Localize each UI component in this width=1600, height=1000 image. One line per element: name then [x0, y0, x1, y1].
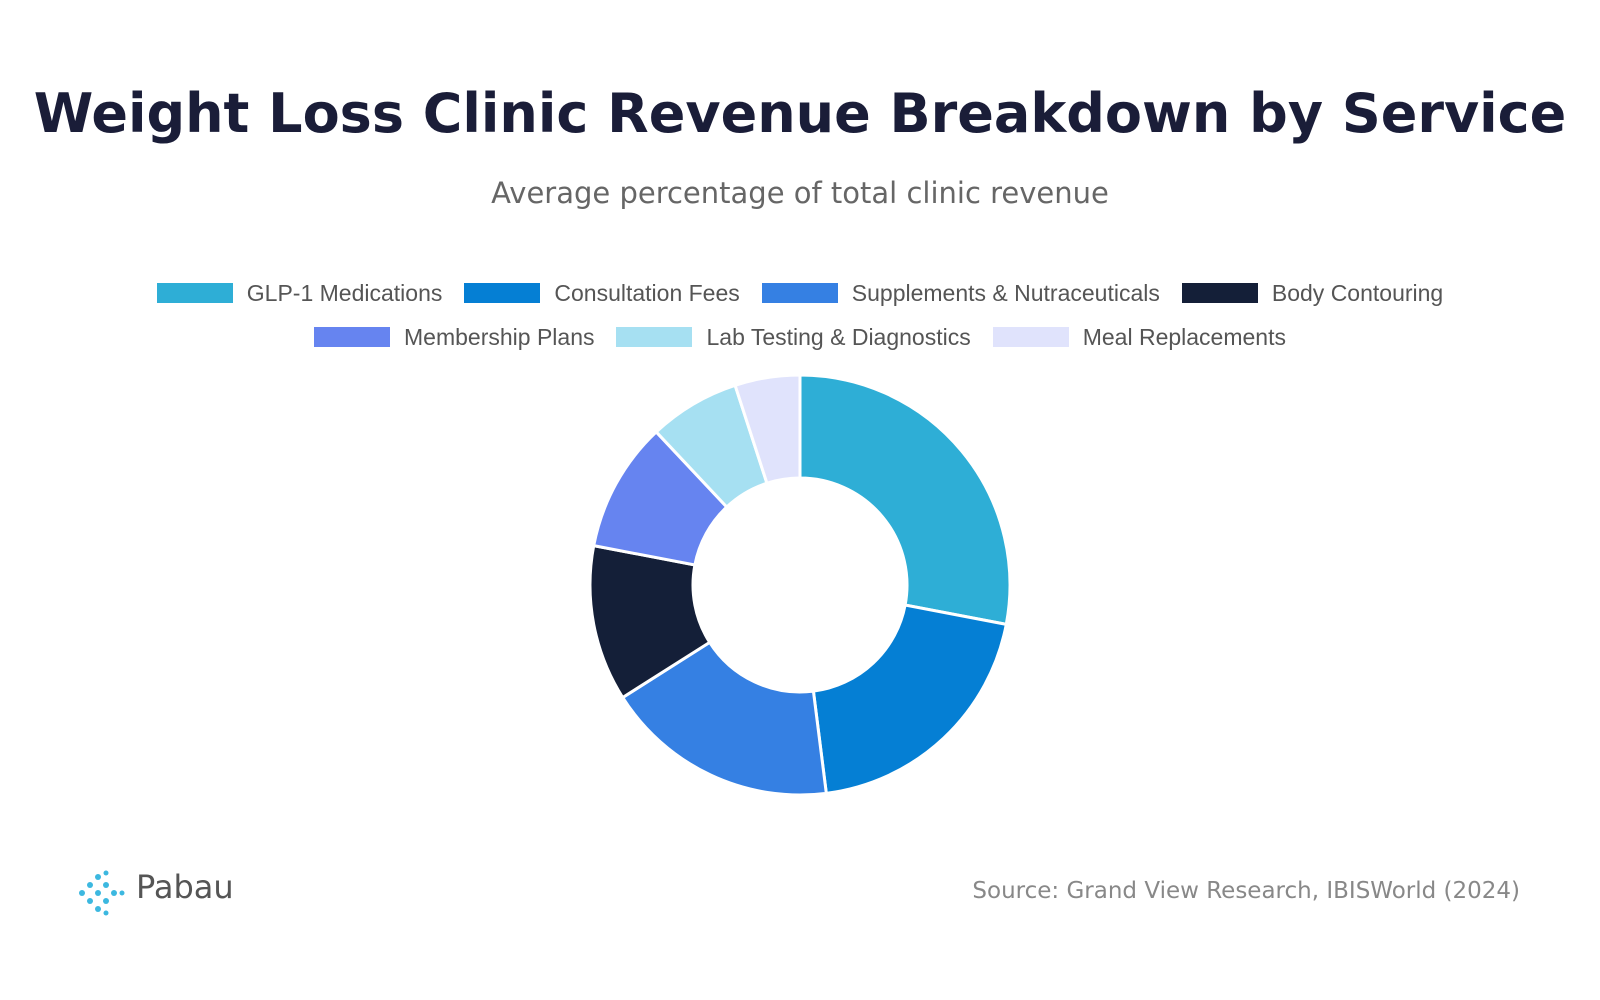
legend-label: Meal Replacements	[1082, 323, 1286, 350]
source-note: Source: Grand View Research, IBISWorld (…	[972, 878, 1520, 904]
legend-swatch	[992, 327, 1069, 347]
donut-slice	[811, 603, 1009, 796]
legend-label: Supplements & Nutraceuticals	[851, 279, 1160, 306]
donut-slice	[798, 373, 1012, 627]
legend-label: Lab Testing & Diagnostics	[706, 323, 971, 350]
chart-title: Weight Loss Clinic Revenue Breakdown by …	[33, 82, 1567, 145]
legend-item: GLP-1 Medications	[156, 278, 443, 308]
donut-slice	[733, 373, 802, 486]
legend-label: GLP-1 Medications	[246, 279, 443, 306]
donut-slice	[620, 640, 828, 797]
legend-item: Consultation Fees	[464, 278, 740, 308]
legend-swatch	[616, 327, 693, 347]
chart-subtitle: Average percentage of total clinic reven…	[491, 176, 1109, 210]
legend-swatch	[1181, 283, 1258, 303]
legend-item: Supplements & Nutraceuticals	[761, 278, 1160, 308]
legend: GLP-1 Medications Consultation Fees Supple…	[120, 278, 1480, 352]
legend-item: Membership Plans	[314, 322, 594, 352]
legend-item: Body Contouring	[1181, 278, 1444, 308]
legend-swatch	[156, 283, 233, 303]
legend-item: Lab Testing & Diagnostics	[616, 322, 971, 352]
legend-item: Meal Replacements	[992, 322, 1286, 352]
brand-name: Pabau	[136, 868, 234, 906]
legend-swatch	[464, 283, 541, 303]
chart	[588, 373, 1012, 797]
legend-swatch	[314, 327, 391, 347]
brand-logo	[79, 870, 125, 916]
legend-label: Membership Plans	[404, 323, 595, 350]
legend-label: Body Contouring	[1271, 279, 1444, 306]
legend-label: Consultation Fees	[554, 279, 740, 306]
legend-swatch	[761, 283, 838, 303]
